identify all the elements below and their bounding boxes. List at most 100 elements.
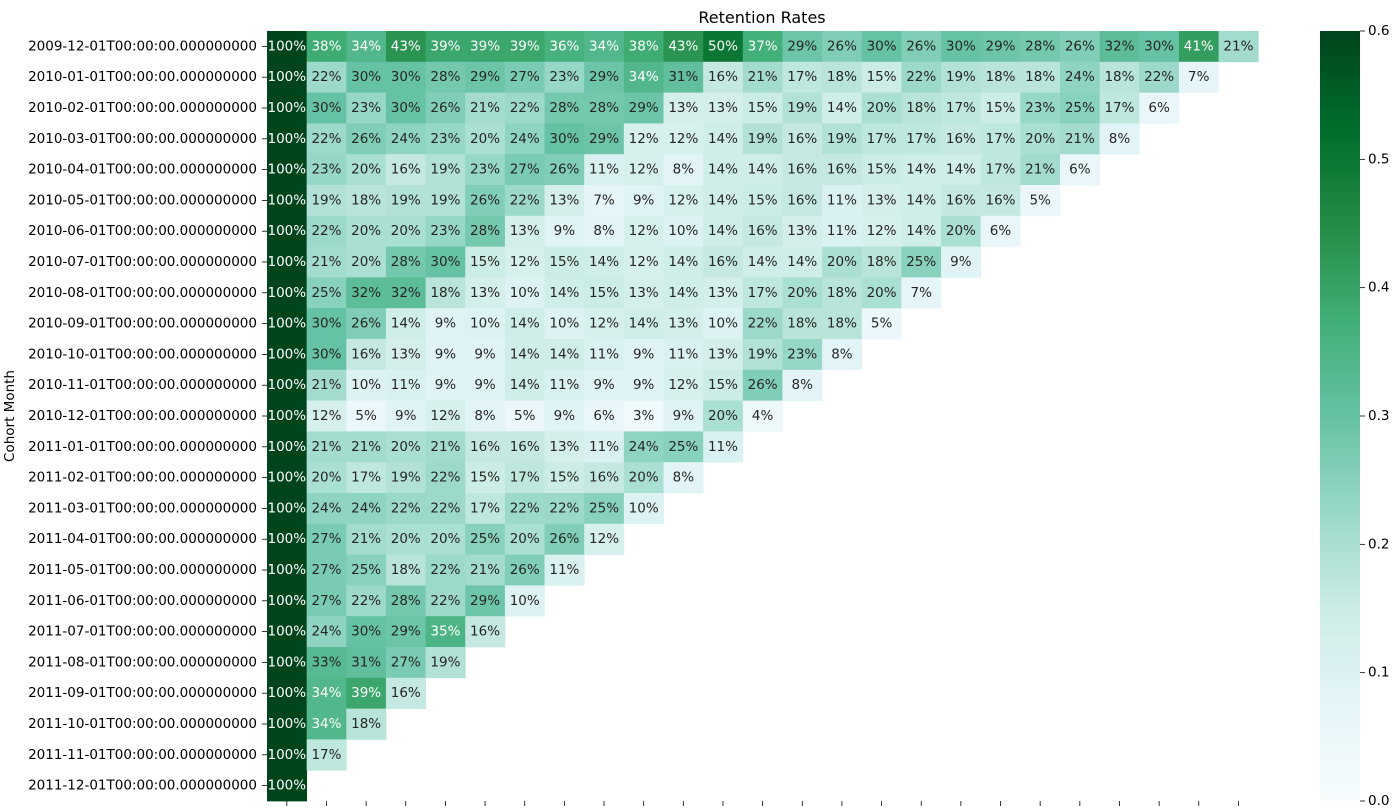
heatmap-cell [782, 31, 823, 63]
cell-label: 18% [430, 285, 460, 301]
heatmap-cell [901, 215, 942, 247]
cell-label: 20% [351, 254, 381, 270]
heatmap-cell [941, 154, 982, 186]
cell-label: 8% [673, 470, 695, 486]
cell-label: 100% [268, 316, 307, 332]
cell-label: 100% [268, 162, 307, 178]
cell-label: 32% [1104, 38, 1134, 54]
heatmap-cell [623, 154, 664, 186]
cell-label: 16% [391, 685, 421, 701]
cell-label: 12% [668, 192, 698, 208]
cell-label: 11% [589, 162, 619, 178]
cell-label: 8% [673, 162, 695, 178]
heatmap-cell [623, 493, 664, 525]
cell-label: 8% [831, 346, 853, 362]
cell-label: 18% [986, 69, 1016, 85]
cell-label: 9% [950, 254, 972, 270]
heatmap-cell [385, 616, 426, 648]
cell-label: 17% [946, 100, 976, 116]
cell-label: 11% [589, 346, 619, 362]
heatmap-cell [504, 493, 545, 525]
cell-label: 22% [311, 69, 341, 85]
cell-label: 25% [589, 500, 619, 516]
cell-label: 13% [470, 285, 500, 301]
cell-label: 26% [827, 38, 857, 54]
cell-label: 30% [351, 69, 381, 85]
heatmap-cell [901, 277, 942, 309]
cell-label: 9% [554, 408, 576, 424]
heatmap-cell [267, 493, 308, 525]
heatmap-cell [346, 185, 387, 217]
heatmap-cell [504, 308, 545, 340]
cell-label: 22% [391, 500, 421, 516]
heatmap-cell [742, 369, 783, 401]
heatmap-cell [306, 554, 347, 586]
heatmap-cell [504, 123, 545, 155]
heatmap-cell [267, 462, 308, 494]
cell-label: 26% [1065, 38, 1095, 54]
cell-label: 16% [391, 162, 421, 178]
heatmap-cell [544, 61, 585, 93]
cell-label: 28% [430, 69, 460, 85]
cell-label: 21% [470, 100, 500, 116]
cell-label: 12% [629, 162, 659, 178]
y-tick-label: 2010-05-01T00:00:00.000000000 [28, 192, 257, 208]
heatmap-cell [306, 369, 347, 401]
heatmap-cell [623, 123, 664, 155]
heatmap-cell [663, 400, 704, 432]
cell-label: 17% [351, 470, 381, 486]
y-tick-label: 2010-07-01T00:00:00.000000000 [28, 254, 257, 270]
heatmap-cell [584, 493, 625, 525]
heatmap-cell [1020, 61, 1061, 93]
heatmap-cell [584, 369, 625, 401]
cell-label: 23% [787, 346, 817, 362]
heatmap-cell [742, 123, 783, 155]
heatmap-cell [385, 123, 426, 155]
heatmap-cell [425, 585, 466, 617]
heatmap-cell [623, 31, 664, 63]
cell-label: 12% [668, 131, 698, 147]
cell-label: 22% [1144, 69, 1174, 85]
heatmap-cell [1060, 92, 1101, 124]
cell-label: 26% [510, 562, 540, 578]
heatmap-cell [822, 123, 863, 155]
cell-label: 5% [514, 408, 536, 424]
cell-label: 13% [391, 346, 421, 362]
heatmap-cell [782, 215, 823, 247]
cell-label: 100% [268, 716, 307, 732]
cell-label: 14% [708, 162, 738, 178]
heatmap-cell [465, 154, 506, 186]
heatmap-cell [822, 185, 863, 217]
cell-label: 17% [986, 131, 1016, 147]
cell-label: 11% [827, 223, 857, 239]
heatmap-cell [306, 31, 347, 63]
cell-label: 14% [510, 377, 540, 393]
heatmap-cell [346, 31, 387, 63]
heatmap-cell [901, 31, 942, 63]
cell-label: 15% [748, 100, 778, 116]
heatmap-cell [1060, 31, 1101, 63]
heatmap-cell [980, 31, 1021, 63]
heatmap-cell [465, 61, 506, 93]
cell-label: 9% [593, 377, 615, 393]
cell-label: 13% [867, 192, 897, 208]
cell-label: 16% [946, 192, 976, 208]
heatmap-cell [306, 246, 347, 278]
cell-label: 30% [430, 254, 460, 270]
heatmap-cell [623, 61, 664, 93]
cell-label: 9% [395, 408, 417, 424]
cell-label: 11% [391, 377, 421, 393]
cell-label: 14% [946, 162, 976, 178]
heatmap-cell [742, 154, 783, 186]
cell-label: 34% [351, 38, 381, 54]
cell-label: 6% [593, 408, 615, 424]
cell-label: 19% [748, 131, 778, 147]
heatmap-cell [1099, 92, 1140, 124]
cell-label: 10% [470, 316, 500, 332]
cell-label: 18% [351, 192, 381, 208]
heatmap-cell [465, 369, 506, 401]
heatmap-cell [267, 61, 308, 93]
heatmap-cell [267, 31, 308, 63]
cell-label: 18% [906, 100, 936, 116]
heatmap-cell [267, 677, 308, 709]
